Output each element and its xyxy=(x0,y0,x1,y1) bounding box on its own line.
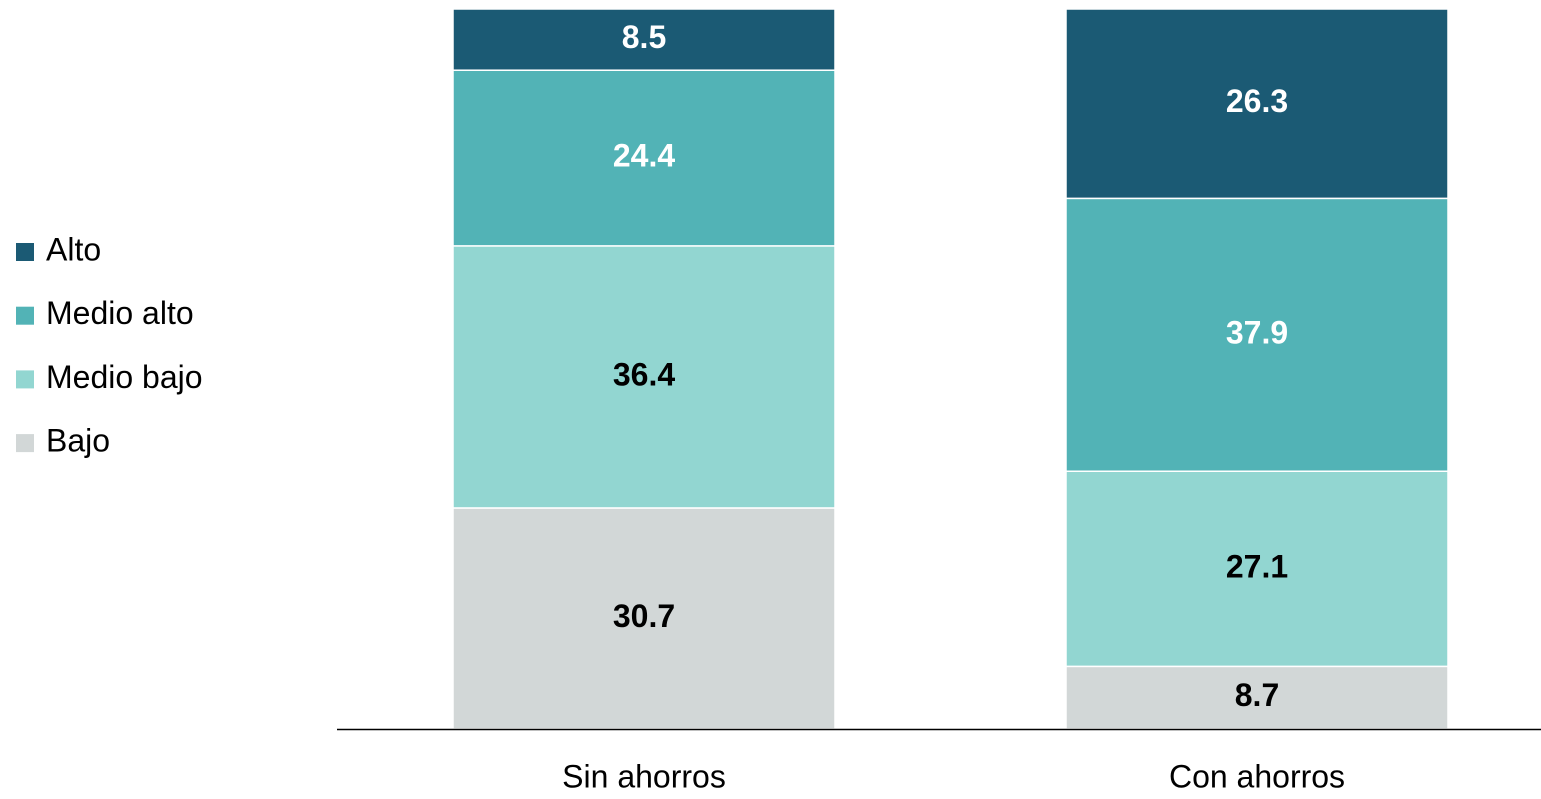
legend-swatch xyxy=(16,243,34,261)
bar-segment xyxy=(452,245,836,509)
legend-label: Bajo xyxy=(46,423,110,459)
data-label: 26.3 xyxy=(1226,83,1288,119)
legend-label: Alto xyxy=(46,231,101,267)
data-label: 8.7 xyxy=(1235,677,1279,713)
legend-label: Medio bajo xyxy=(46,359,203,395)
data-label: 24.4 xyxy=(613,137,675,173)
bar-segment xyxy=(452,507,836,730)
legend-label: Medio alto xyxy=(46,295,194,331)
x-tick-label: Con ahorros xyxy=(1169,758,1345,794)
data-label: 37.9 xyxy=(1226,314,1288,350)
bar-segment xyxy=(1065,8,1449,200)
bar-segment xyxy=(452,8,836,71)
data-label: 8.5 xyxy=(622,19,666,55)
legend-swatch xyxy=(16,306,34,325)
x-tick-label: Sin ahorros xyxy=(562,758,726,794)
data-label: 30.7 xyxy=(613,598,675,634)
bar-segment xyxy=(1065,470,1449,668)
legend-swatch xyxy=(16,434,34,453)
data-label: 27.1 xyxy=(1226,548,1288,584)
legend-swatch xyxy=(16,370,34,389)
bar-segment xyxy=(1065,197,1449,472)
data-label: 36.4 xyxy=(613,356,675,392)
